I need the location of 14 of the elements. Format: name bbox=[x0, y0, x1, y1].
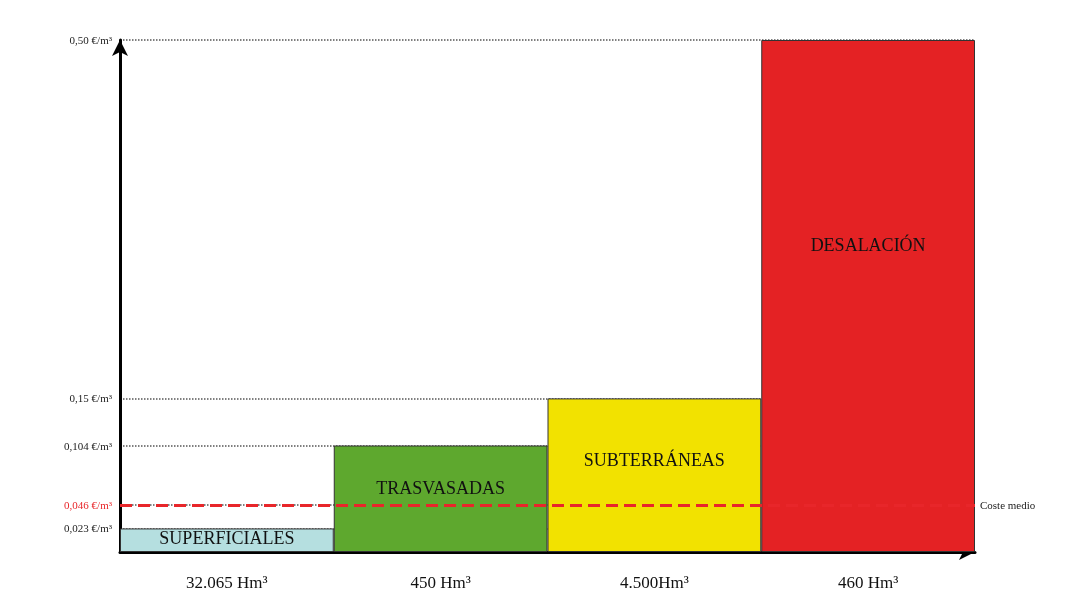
x-tick-label: 4.500Hm³ bbox=[619, 573, 689, 592]
annotation: SUBTERRÁNEAS bbox=[583, 448, 725, 470]
annotation: DESALACIÓN bbox=[810, 233, 926, 255]
annotation: TRASVASADAS bbox=[376, 478, 505, 499]
y-tick-label: 0,50 €/m³ bbox=[69, 34, 113, 46]
x-tick-label: 450 Hm³ bbox=[410, 573, 471, 592]
annotation: SUPERFICIALES bbox=[159, 527, 295, 548]
y-tick-label: 0,046 €/m³ bbox=[64, 498, 113, 511]
x-tick-label: 460 Hm³ bbox=[837, 573, 899, 592]
ref-line-label: Coste medio bbox=[980, 498, 1036, 511]
x-tick-label: 32.065 Hm³ bbox=[186, 573, 268, 592]
y-tick-label: 0,15 €/m³ bbox=[69, 392, 113, 405]
y-tick-label: 0,104 €/m³ bbox=[64, 439, 113, 452]
y-tick-label: 0,023 €/m³ bbox=[64, 522, 113, 535]
